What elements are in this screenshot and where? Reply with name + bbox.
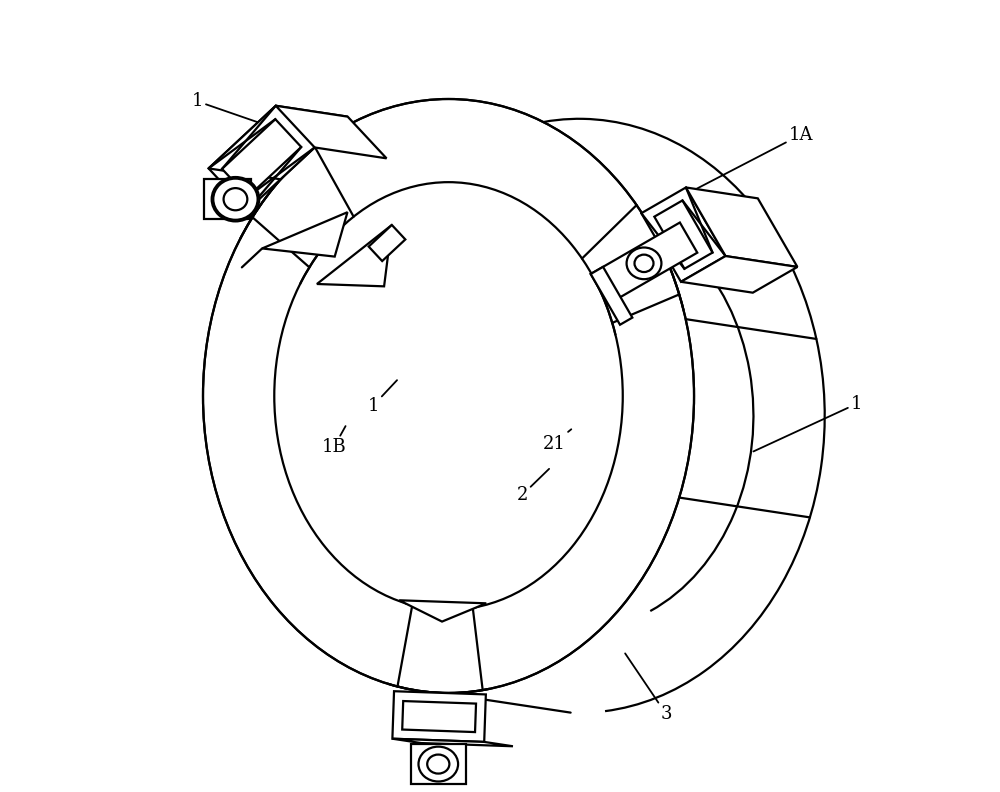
Polygon shape <box>209 106 315 210</box>
Polygon shape <box>369 225 405 261</box>
Text: 1: 1 <box>753 395 862 451</box>
Polygon shape <box>317 225 392 287</box>
Ellipse shape <box>213 179 258 220</box>
Text: 1B: 1B <box>321 426 346 456</box>
Ellipse shape <box>627 248 661 280</box>
Polygon shape <box>402 701 476 732</box>
Polygon shape <box>276 106 387 158</box>
Text: 3: 3 <box>625 653 672 723</box>
Text: 21: 21 <box>542 429 571 452</box>
Polygon shape <box>262 212 347 257</box>
Text: 1: 1 <box>368 380 397 414</box>
Polygon shape <box>641 188 726 282</box>
Text: 1A: 1A <box>694 126 813 190</box>
Polygon shape <box>222 119 301 196</box>
Polygon shape <box>681 256 797 293</box>
Polygon shape <box>392 691 486 742</box>
Polygon shape <box>204 180 251 219</box>
Text: 2: 2 <box>516 469 549 504</box>
Ellipse shape <box>418 747 458 782</box>
Text: 1: 1 <box>192 93 282 131</box>
Polygon shape <box>591 223 697 304</box>
Polygon shape <box>399 600 486 622</box>
Ellipse shape <box>212 177 259 222</box>
Polygon shape <box>209 106 348 179</box>
Ellipse shape <box>203 99 694 693</box>
Polygon shape <box>591 267 632 325</box>
Polygon shape <box>411 744 466 784</box>
Polygon shape <box>654 200 713 268</box>
Polygon shape <box>392 739 513 746</box>
Polygon shape <box>686 188 797 267</box>
